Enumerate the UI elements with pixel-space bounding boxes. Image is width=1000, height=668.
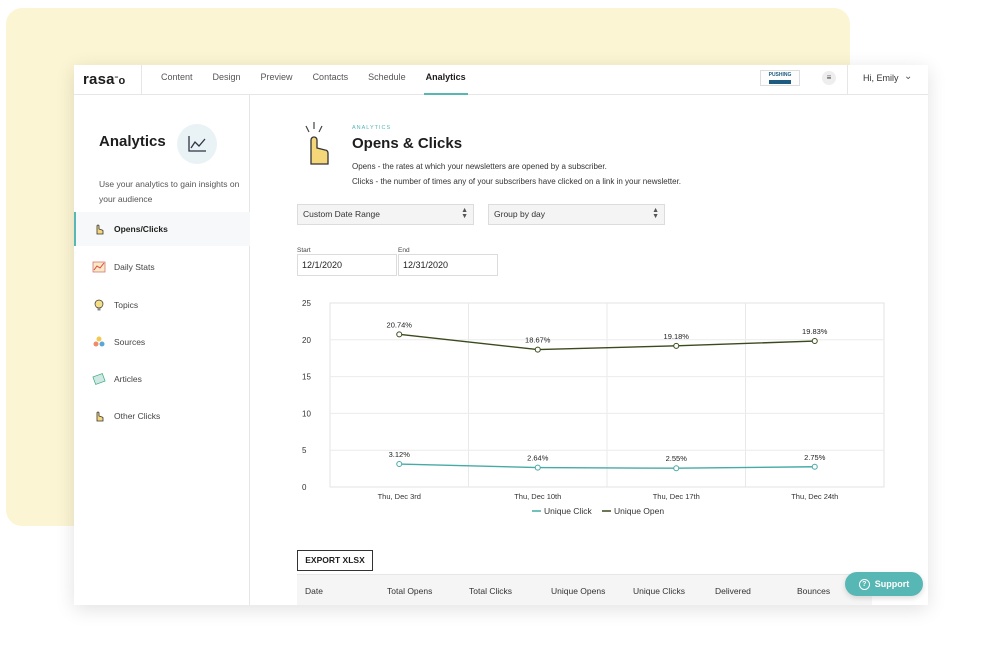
- data-label: 19.18%: [664, 332, 690, 341]
- sidebar-item-label: Topics: [114, 300, 139, 310]
- clicks-description: Clicks - the number of times any of your…: [352, 177, 682, 186]
- x-tick-label: Thu, Dec 3rd: [378, 492, 421, 501]
- section-label: ANALYTICS: [352, 125, 392, 131]
- brand-logo-badge[interactable]: PUSHING: [760, 70, 800, 86]
- data-point: [534, 464, 541, 471]
- series-line-unique-open: [399, 333, 815, 351]
- x-tick-label: Thu, Dec 10th: [514, 492, 561, 501]
- sidebar-item-topics[interactable]: Topics: [74, 288, 250, 322]
- y-tick-label: 15: [302, 373, 311, 382]
- sidebar-item-other-clicks[interactable]: Other Clicks: [74, 399, 250, 433]
- date-range-select[interactable]: Custom Date Range ▲ ▼: [297, 204, 474, 225]
- select-caret-icon: ▲ ▼: [461, 207, 468, 220]
- date-range-value: Custom Date Range: [303, 209, 381, 219]
- column-header[interactable]: Bounces: [797, 586, 831, 596]
- nav-analytics[interactable]: Analytics: [416, 65, 476, 95]
- data-point: [396, 331, 403, 338]
- sidebar-item-label: Daily Stats: [114, 262, 155, 272]
- column-header[interactable]: Total Opens: [387, 586, 433, 596]
- data-point: [673, 465, 680, 472]
- start-date-input[interactable]: 12/1/2020: [297, 254, 397, 276]
- x-tick-label: Thu, Dec 24th: [791, 492, 838, 501]
- nav-content[interactable]: Content: [161, 72, 193, 82]
- sidebar-item-articles[interactable]: Articles: [74, 362, 250, 396]
- rasa-logo[interactable]: rasaˉo: [83, 71, 126, 88]
- sidebar-description: Use your analytics to gain insights on y…: [99, 179, 240, 204]
- column-header[interactable]: Total Clicks: [469, 586, 512, 596]
- column-header[interactable]: Unique Opens: [551, 586, 606, 596]
- page-title: Opens & Clicks: [352, 135, 463, 152]
- app-window: rasaˉo Content Design Preview Contacts S…: [74, 65, 928, 605]
- series-line-unique-click: [399, 463, 815, 469]
- legend-label: Unique Open: [614, 506, 664, 516]
- pointer-hand-icon: [300, 120, 336, 168]
- export-xlsx-button[interactable]: EXPORT XLSX: [297, 550, 373, 571]
- column-header[interactable]: Unique Clicks: [633, 586, 685, 596]
- y-tick-label: 20: [302, 336, 311, 345]
- divider: [847, 65, 848, 95]
- column-header[interactable]: Date: [305, 586, 323, 596]
- group-by-select[interactable]: Group by day ▲ ▼: [488, 204, 665, 225]
- menu-icon[interactable]: ≡: [822, 71, 836, 85]
- data-point: [534, 346, 541, 353]
- start-label: Start: [297, 247, 311, 254]
- lightbulb-icon: [92, 298, 106, 312]
- sidebar-item-label: Sources: [114, 337, 146, 347]
- articles-icon: [92, 372, 106, 386]
- y-tick-label: 10: [302, 409, 311, 418]
- select-caret-icon: ▲ ▼: [652, 207, 659, 220]
- analytics-chart-icon: [177, 124, 217, 164]
- main-content: ANALYTICS Opens & Clicks Opens - the rat…: [250, 95, 928, 605]
- data-label: 3.12%: [389, 450, 411, 459]
- column-header[interactable]: Delivered: [715, 586, 751, 596]
- line-chart-icon: [92, 260, 106, 274]
- data-label: 20.74%: [387, 320, 413, 329]
- nav-contacts[interactable]: Contacts: [312, 72, 349, 82]
- group-by-value: Group by day: [494, 209, 546, 219]
- divider: [141, 65, 142, 95]
- sidebar-item-opens-clicks[interactable]: Opens/Clicks: [74, 212, 250, 246]
- opens-description: Opens - the rates at which your newslett…: [352, 162, 607, 171]
- sidebar: Analytics Use your analytics to gain ins…: [74, 95, 250, 605]
- top-navbar: rasaˉo Content Design Preview Contacts S…: [74, 65, 928, 95]
- data-label: 2.64%: [527, 454, 549, 463]
- sidebar-item-daily-stats[interactable]: Daily Stats: [74, 250, 250, 284]
- legend-label: Unique Click: [544, 506, 592, 516]
- sidebar-item-label: Opens/Clicks: [114, 224, 168, 234]
- y-tick-label: 25: [302, 299, 311, 308]
- page-description: Opens - the rates at which your newslett…: [352, 159, 772, 189]
- end-label: End: [398, 247, 410, 254]
- y-tick-label: 0: [302, 483, 307, 492]
- data-label: 2.75%: [804, 453, 826, 462]
- data-point: [811, 338, 818, 345]
- sidebar-item-sources[interactable]: Sources: [74, 325, 250, 359]
- sidebar-item-label: Other Clicks: [114, 411, 161, 421]
- nav-design[interactable]: Design: [212, 72, 241, 82]
- sidebar-title: Analytics: [99, 133, 166, 150]
- sources-icon: [92, 335, 106, 349]
- main-nav: Content Design Preview Contacts Schedule…: [151, 65, 476, 95]
- nav-schedule[interactable]: Schedule: [368, 72, 406, 82]
- user-greeting[interactable]: Hi, Emily: [863, 73, 899, 83]
- stats-table-header: Date Total Opens Total Clicks Unique Ope…: [297, 574, 872, 605]
- data-point: [396, 461, 403, 468]
- nav-preview[interactable]: Preview: [260, 72, 293, 82]
- chevron-down-icon[interactable]: ⌄: [904, 71, 913, 82]
- opens-clicks-chart: 0 5 10 15 20 25 Thu, Dec 3rd Thu, Dec 10th Thu, …: [302, 299, 885, 516]
- support-label: Support: [874, 579, 910, 589]
- support-button[interactable]: ? Support: [845, 572, 923, 596]
- end-date-input[interactable]: 12/31/2020: [398, 254, 498, 276]
- pointer-hand-icon: [92, 222, 106, 236]
- question-icon: ?: [858, 578, 870, 590]
- data-point: [811, 463, 818, 470]
- data-label: 18.67%: [525, 336, 551, 345]
- data-label: 19.83%: [802, 327, 828, 336]
- pointer-hand-icon: [92, 409, 106, 423]
- x-tick-label: Thu, Dec 17th: [653, 492, 700, 501]
- y-tick-label: 5: [302, 446, 307, 455]
- data-point: [673, 342, 680, 349]
- sidebar-item-label: Articles: [114, 374, 142, 384]
- data-label: 2.55%: [666, 454, 688, 463]
